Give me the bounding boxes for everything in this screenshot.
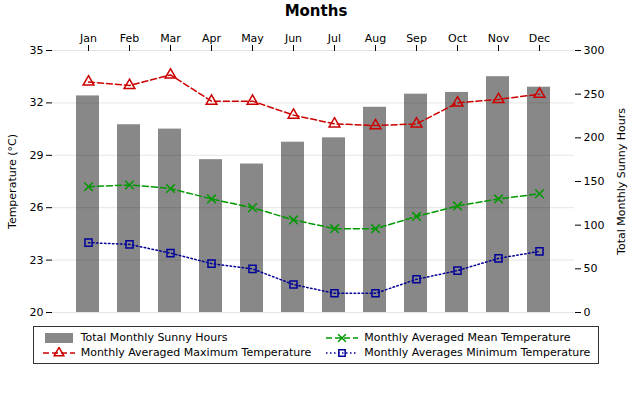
svg-text:May: May [241, 32, 264, 45]
svg-text:150: 150 [584, 175, 605, 188]
svg-text:Temperature (°C): Temperature (°C) [6, 134, 19, 230]
svg-text:Sep: Sep [406, 32, 427, 45]
svg-text:300: 300 [584, 44, 605, 57]
svg-text:50: 50 [584, 262, 598, 275]
svg-text:Jun: Jun [284, 32, 302, 45]
svg-text:Jan: Jan [79, 32, 97, 45]
svg-text:35: 35 [30, 44, 44, 57]
html-text:Total Monthly Sunny Hours: Total Monthly Sunny Hours [80, 331, 228, 344]
svg-text:Oct: Oct [448, 32, 468, 45]
svg-text:200: 200 [584, 131, 605, 144]
svg-text:Jul: Jul [327, 32, 341, 45]
svg-text:29: 29 [30, 149, 44, 162]
svg-text:Nov: Nov [488, 32, 510, 45]
svg-text:Aug: Aug [365, 32, 386, 45]
svg-text:Apr: Apr [202, 32, 222, 45]
svg-text:Total Monthly Sunny Hours: Total Monthly Sunny Hours [615, 108, 628, 256]
svg-text:100: 100 [584, 219, 605, 232]
svg-text:23: 23 [30, 254, 44, 267]
html-text:Monthly Averaged Mean Temperat: Monthly Averaged Mean Temperature [364, 331, 571, 344]
html-text:Monthly Averaged Maximum Tempe: Monthly Averaged Maximum Temperature [80, 346, 312, 359]
svg-text:Feb: Feb [120, 32, 139, 45]
svg-text:250: 250 [584, 88, 605, 101]
html-text:Monthly Averages Minimum Tempe: Monthly Averages Minimum Temperature [364, 346, 591, 359]
svg-text:Mar: Mar [160, 32, 181, 45]
svg-text:20: 20 [30, 306, 44, 319]
svg-text:26: 26 [30, 201, 44, 214]
svg-text:32: 32 [30, 96, 44, 109]
svg-text:Dec: Dec [529, 32, 550, 45]
svg-text:0: 0 [584, 306, 591, 319]
html-text:Months: Months [284, 2, 348, 20]
